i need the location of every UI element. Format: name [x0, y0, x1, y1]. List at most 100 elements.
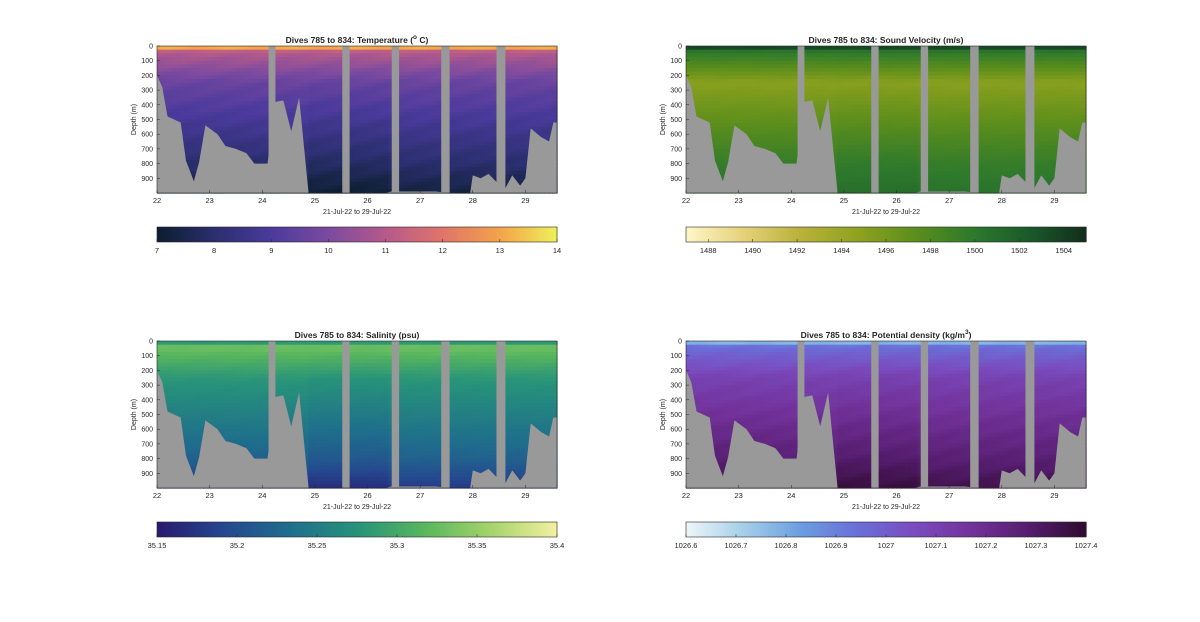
heatmap-cell — [472, 145, 478, 150]
heatmap-cell — [405, 104, 411, 110]
heatmap-cell — [447, 174, 453, 179]
colorbar-segment — [403, 227, 408, 242]
heatmap-cell — [304, 170, 310, 176]
heatmap-cell — [169, 108, 175, 113]
heatmap-cell — [477, 134, 482, 139]
colorbar-segment — [180, 227, 185, 242]
heatmap-cell — [455, 174, 461, 179]
heatmap-cell — [447, 115, 453, 121]
heatmap-cell — [359, 64, 364, 69]
x-tick-label: 25 — [311, 196, 319, 205]
heatmap-cell — [333, 137, 339, 143]
colorbar-segment — [413, 227, 418, 242]
heatmap-cell — [426, 137, 432, 143]
heatmap-cell — [418, 57, 423, 62]
heatmap-cell — [350, 68, 356, 73]
heatmap-cell — [702, 97, 708, 102]
heatmap-cell — [715, 163, 721, 168]
heatmap-cell — [489, 123, 495, 128]
heatmap-cell — [354, 93, 360, 99]
heatmap-cell — [291, 53, 297, 58]
heatmap-cell — [380, 93, 385, 99]
heatmap-cell — [413, 152, 419, 157]
heatmap-cell — [506, 46, 512, 51]
heatmap-cell — [430, 130, 436, 135]
colorbar-frame — [156, 226, 558, 243]
heatmap-cell — [422, 185, 428, 190]
heatmap-cell — [774, 101, 780, 106]
heatmap-cell — [455, 71, 461, 76]
heatmap-cell — [190, 152, 196, 157]
heatmap-cell — [707, 90, 712, 95]
heatmap-cell — [787, 82, 792, 88]
heatmap-cell — [178, 97, 183, 102]
heatmap-cell — [245, 68, 251, 73]
heatmap-cell — [485, 145, 491, 150]
heatmap-cell — [761, 145, 767, 150]
data-gap — [342, 46, 350, 193]
heatmap-cell — [774, 90, 780, 95]
heatmap-cell — [359, 130, 364, 135]
heatmap-cell — [384, 57, 390, 62]
heatmap-cell — [728, 126, 733, 132]
heatmap-cell — [455, 108, 461, 113]
heatmap-cell — [371, 75, 377, 80]
heatmap-cell — [194, 115, 200, 121]
heatmap-cell — [489, 145, 495, 150]
heatmap-cell — [274, 60, 280, 65]
heatmap-cell — [744, 115, 750, 121]
heatmap-cell — [761, 68, 767, 73]
heatmap-cell — [430, 152, 436, 157]
heatmap-cell — [194, 108, 200, 113]
heatmap-cell — [451, 159, 457, 165]
heatmap-cell — [178, 101, 183, 106]
heatmap-cell — [371, 53, 377, 58]
heatmap-cell — [190, 64, 196, 69]
heatmap-cell — [304, 71, 310, 76]
heatmap-cell — [258, 108, 263, 113]
heatmap-cell — [405, 49, 411, 54]
heatmap-cell — [506, 71, 512, 76]
heatmap-cell — [161, 90, 167, 95]
colorbar-segment — [237, 227, 241, 242]
heatmap-cell — [249, 104, 255, 110]
colorbar-segment — [340, 227, 345, 242]
heatmap-cell — [757, 112, 763, 117]
heatmap-cell — [325, 71, 331, 76]
heatmap-cell — [455, 53, 461, 58]
heatmap-cell — [723, 86, 729, 91]
heatmap-cell — [317, 174, 322, 179]
heatmap-cell — [359, 178, 364, 183]
heatmap-cell — [506, 126, 512, 132]
heatmap-cell — [262, 115, 268, 121]
heatmap-cell — [468, 148, 474, 154]
heatmap-cell — [422, 174, 428, 179]
heatmap-cell — [774, 130, 780, 135]
heatmap-cell — [338, 75, 343, 80]
heatmap-cell — [220, 93, 225, 99]
heatmap-cell — [245, 104, 251, 110]
heatmap-cell — [232, 119, 238, 124]
heatmap-cell — [375, 123, 381, 128]
heatmap-cell — [728, 90, 733, 95]
heatmap-cell — [477, 163, 482, 168]
heatmap-cell — [472, 141, 478, 146]
heatmap-cell — [211, 126, 217, 132]
heatmap-cell — [489, 141, 495, 146]
colorbar-segment — [197, 227, 201, 242]
heatmap-cell — [405, 130, 411, 135]
heatmap-cell — [766, 141, 771, 146]
heatmap-cell — [199, 141, 204, 146]
heatmap-cell — [723, 115, 729, 121]
heatmap-cell — [418, 46, 423, 51]
heatmap-cell — [283, 86, 289, 91]
heatmap-cell — [388, 90, 394, 95]
heatmap-cell — [401, 75, 407, 80]
heatmap-cell — [426, 123, 432, 128]
heatmap-cell — [506, 134, 512, 139]
heatmap-cell — [510, 86, 516, 91]
heatmap-cell — [397, 64, 402, 69]
heatmap-cell — [397, 112, 402, 117]
heatmap-cell — [253, 90, 259, 95]
heatmap-cell — [472, 46, 478, 51]
